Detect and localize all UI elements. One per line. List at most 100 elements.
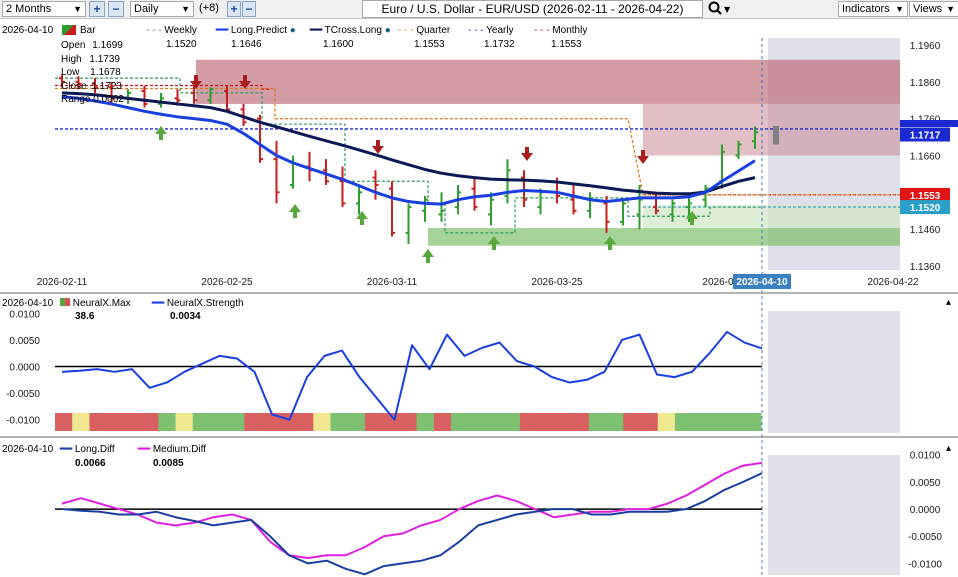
neural-band: [158, 413, 177, 431]
legend-weekly-value: 1.1520: [166, 39, 197, 50]
up-arrow-icon: [155, 126, 167, 140]
ohlc-block: Open 1.1699 High 1.1739 Low 1.1678 Close…: [61, 39, 124, 107]
legend-long-predict-value: 1.1646: [231, 39, 262, 50]
views-button[interactable]: Views ▼: [909, 1, 958, 17]
cursor-date-tag: [733, 274, 791, 289]
price-tag: [900, 127, 950, 142]
legend-neural-strength-name: NeuralX.Strength: [166, 298, 244, 309]
up-arrow-icon: [289, 204, 301, 218]
legend-long-predict-name: Long.Predict: [230, 25, 287, 36]
neural-panel-collapse-icon[interactable]: ▴: [946, 297, 952, 308]
neural-band: [141, 413, 159, 431]
ohlc-label: Close: [61, 80, 87, 92]
ohlc-high: High 1.1739: [61, 53, 124, 67]
date-axis-label: 2026-03-25: [531, 277, 583, 288]
price-axis-label: 1.1660: [910, 152, 941, 163]
neural-date: 2026-04-10: [2, 298, 54, 309]
remove-button[interactable]: −: [108, 1, 124, 17]
neural-band: [347, 413, 366, 431]
legend-quarter: - - - Quarter: [398, 25, 451, 36]
interval-select[interactable]: Daily ▼: [130, 1, 194, 17]
future-region: [768, 311, 900, 433]
down-arrow-icon: [521, 147, 533, 161]
add-button[interactable]: +: [89, 1, 105, 17]
long-predict-line: [61, 95, 756, 206]
legend-tcross-name: TCross.Long: [324, 25, 382, 36]
price-tag: [900, 187, 950, 202]
neural-band: [451, 413, 469, 431]
legend-tcross-value: 1.1600: [323, 39, 354, 50]
legend-neural-strength-value: 0.0034: [170, 311, 201, 322]
demand-zone-inner: [643, 205, 900, 229]
chevron-down-icon: ▼: [895, 4, 904, 14]
neural-band: [313, 413, 332, 431]
period-label: 2 Months: [6, 3, 52, 15]
neural-band: [554, 413, 573, 431]
expand-button[interactable]: +: [227, 1, 241, 17]
neural-band: [364, 413, 383, 431]
ohlc-close: Close 1.1723: [61, 80, 124, 94]
neural-band: [623, 413, 641, 431]
ohlc-label: Low: [61, 67, 80, 78]
neural-axis-label: 0.0050: [9, 336, 40, 347]
neural-band: [537, 413, 555, 431]
neural-band: [399, 413, 418, 431]
bar-count: (+8): [199, 2, 219, 14]
diff-axis-label: 0.0050: [910, 478, 941, 489]
price-axis-label: 1.1360: [910, 262, 941, 273]
series-label: Bar: [80, 25, 96, 36]
ohlc-value: 1.1723: [91, 80, 122, 92]
neural-band: [674, 413, 693, 431]
period-select[interactable]: 2 Months ▼: [2, 1, 86, 17]
search-button[interactable]: ▼: [705, 0, 731, 16]
legend-monthly-name: Monthly: [552, 25, 588, 36]
neural-band: [519, 413, 538, 431]
supply-zone-inner: [643, 103, 900, 156]
ohlc-range: Range 0.0062: [61, 93, 124, 107]
diff-axis-label: -0.0100: [908, 559, 942, 570]
ohlc-value: 1.1699: [92, 40, 123, 51]
legend-neural-max-value: 38.6: [75, 311, 95, 322]
ohlc-open: Open 1.1699: [61, 39, 124, 53]
date-axis-label: 2026-04-22: [867, 277, 919, 288]
ohlc-value: 0.0062: [93, 94, 124, 105]
legend-medium-diff: ━━ Medium.Diff: [138, 444, 206, 455]
neural-band: [296, 413, 314, 431]
neural-band: [416, 413, 435, 431]
legend-monthly: - - - Monthly: [534, 25, 588, 36]
indicators-label: Indicators: [842, 3, 890, 15]
ohlc-label: Open: [61, 40, 86, 51]
neural-band: [743, 413, 762, 431]
long-diff-line: [61, 472, 763, 576]
date-axis-label: 2026-03-11: [367, 277, 418, 288]
neural-band: [55, 413, 73, 431]
down-arrow-icon: [637, 150, 649, 164]
neural-band: [433, 413, 452, 431]
toolbar: 2 Months ▼ + − Daily ▼ (+8) + − Euro / U.S…: [0, 0, 958, 19]
price-axis-label: 1.1460: [910, 225, 941, 236]
diff-panel-collapse-icon[interactable]: ▴: [946, 443, 952, 454]
views-label: Views: [913, 3, 943, 15]
neural-band: [175, 413, 194, 431]
legend-monthly-value: 1.1553: [551, 39, 582, 50]
price-tag-label: 1.1717: [910, 131, 941, 142]
neural-band: [106, 413, 125, 431]
date-axis-label: 2026-02-11: [37, 277, 88, 288]
neural-band: [72, 413, 90, 431]
price-tag-label: 1.1520: [910, 203, 941, 214]
ohlc-low: Low 1.1678: [61, 66, 124, 80]
indicators-button[interactable]: Indicators ▼: [838, 1, 908, 17]
neural-band: [330, 413, 349, 431]
price-axis-label: 1.1860: [910, 78, 941, 89]
neural-band: [657, 413, 676, 431]
price-tag: [900, 200, 950, 215]
current-bar-marker: [773, 126, 779, 145]
neural-band: [261, 413, 280, 431]
interval-label: Daily: [134, 3, 159, 15]
chevron-down-icon: ▼: [946, 4, 955, 14]
shrink-button[interactable]: −: [242, 1, 256, 17]
legend-long-predict: ━━ Long.Predict ●: [216, 25, 296, 36]
neural-band: [502, 413, 521, 431]
legend-weekly-name: Weekly: [164, 25, 197, 36]
